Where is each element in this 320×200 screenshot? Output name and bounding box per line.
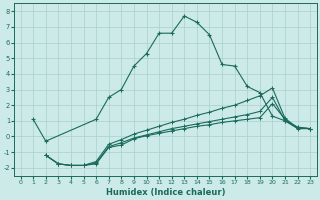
X-axis label: Humidex (Indice chaleur): Humidex (Indice chaleur) — [106, 188, 225, 197]
